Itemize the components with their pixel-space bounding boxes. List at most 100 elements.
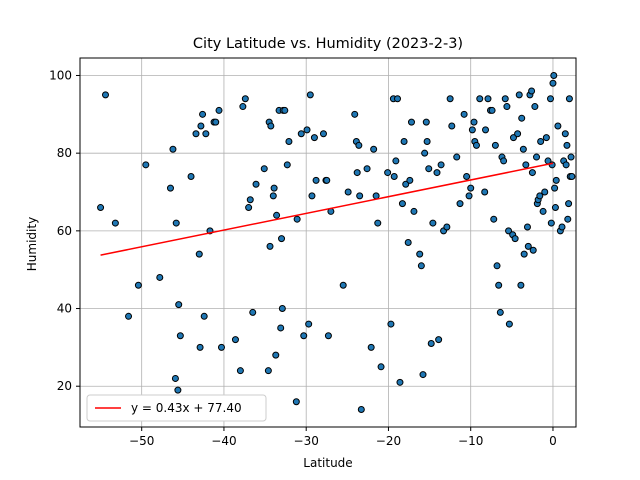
data-point: [503, 103, 511, 111]
chart-title: City Latitude vs. Humidity (2023-2-3): [193, 36, 463, 52]
data-point: [272, 351, 280, 359]
data-point: [407, 118, 415, 126]
data-point: [542, 134, 550, 142]
y-axis-label: Humidity: [25, 217, 39, 271]
data-point: [422, 118, 430, 126]
data-point: [278, 305, 286, 313]
regression-line: [100, 162, 554, 256]
data-point: [97, 204, 105, 212]
data-point: [273, 211, 281, 219]
data-point: [367, 343, 375, 351]
y-tick-label: 40: [57, 302, 72, 316]
data-point: [172, 219, 180, 227]
data-point: [241, 95, 249, 103]
data-point: [472, 141, 480, 149]
data-point: [134, 281, 142, 289]
data-point: [547, 95, 555, 103]
data-point: [509, 134, 517, 142]
data-point: [558, 223, 566, 231]
data-point: [476, 95, 484, 103]
data-point: [142, 161, 150, 169]
data-point: [269, 192, 277, 200]
x-tick-label: −50: [129, 434, 154, 448]
data-point: [283, 161, 291, 169]
data-point: [567, 153, 575, 161]
data-point: [493, 262, 501, 270]
data-point: [303, 126, 311, 134]
data-point: [377, 363, 385, 371]
data-point: [537, 138, 545, 146]
legend-box: [86, 394, 267, 422]
data-point: [267, 122, 275, 130]
data-point: [319, 130, 327, 138]
data-point: [481, 188, 489, 196]
data-point: [552, 176, 560, 184]
data-point: [514, 130, 522, 138]
data-point: [396, 378, 404, 386]
data-point: [467, 184, 475, 192]
data-point: [470, 118, 478, 126]
data-point: [564, 215, 572, 223]
data-point: [429, 219, 437, 227]
data-point: [425, 165, 433, 173]
data-point: [468, 126, 476, 134]
data-point: [390, 172, 398, 180]
data-point: [308, 192, 316, 200]
x-tick-label: −20: [376, 434, 401, 448]
data-point: [490, 215, 498, 223]
data-point: [310, 134, 318, 142]
data-point: [187, 172, 195, 180]
data-point: [519, 145, 527, 153]
data-point: [264, 367, 272, 375]
data-point: [484, 95, 492, 103]
data-point: [323, 176, 331, 184]
data-point: [175, 301, 183, 309]
data-point: [215, 106, 223, 114]
data-point: [171, 374, 179, 382]
data-point: [501, 95, 509, 103]
data-point: [355, 141, 363, 149]
data-point: [524, 242, 532, 250]
data-point: [460, 110, 468, 118]
data-point: [416, 250, 424, 258]
data-point: [551, 204, 559, 212]
data-point: [463, 172, 471, 180]
data-point: [529, 246, 537, 254]
data-point: [531, 103, 539, 111]
data-point: [533, 153, 541, 161]
data-point: [561, 130, 569, 138]
data-point: [465, 192, 473, 200]
data-point: [511, 235, 519, 243]
data-point: [192, 130, 200, 138]
data-point: [324, 332, 332, 340]
data-point: [427, 339, 435, 347]
x-tick-label: −40: [211, 434, 236, 448]
data-point: [443, 223, 451, 231]
data-point: [300, 332, 308, 340]
data-point: [356, 192, 364, 200]
data-point: [246, 196, 254, 204]
data-point: [197, 122, 205, 130]
data-point: [231, 336, 239, 344]
data-point: [433, 169, 441, 177]
data-point: [344, 188, 352, 196]
data-point: [312, 176, 320, 184]
data-point: [423, 138, 431, 146]
data-point: [357, 406, 365, 414]
data-point: [363, 165, 371, 173]
data-point: [217, 343, 225, 351]
data-point: [491, 141, 499, 149]
data-point: [199, 110, 207, 118]
data-point: [292, 398, 300, 406]
data-point: [252, 180, 260, 188]
data-point: [505, 227, 513, 235]
y-tick-label: 20: [57, 379, 72, 393]
data-point: [550, 71, 558, 79]
data-point: [306, 91, 314, 99]
data-point: [528, 169, 536, 177]
data-point: [482, 126, 490, 134]
data-point: [374, 219, 382, 227]
data-point: [448, 122, 456, 130]
data-point: [387, 320, 395, 328]
data-point: [568, 172, 576, 180]
